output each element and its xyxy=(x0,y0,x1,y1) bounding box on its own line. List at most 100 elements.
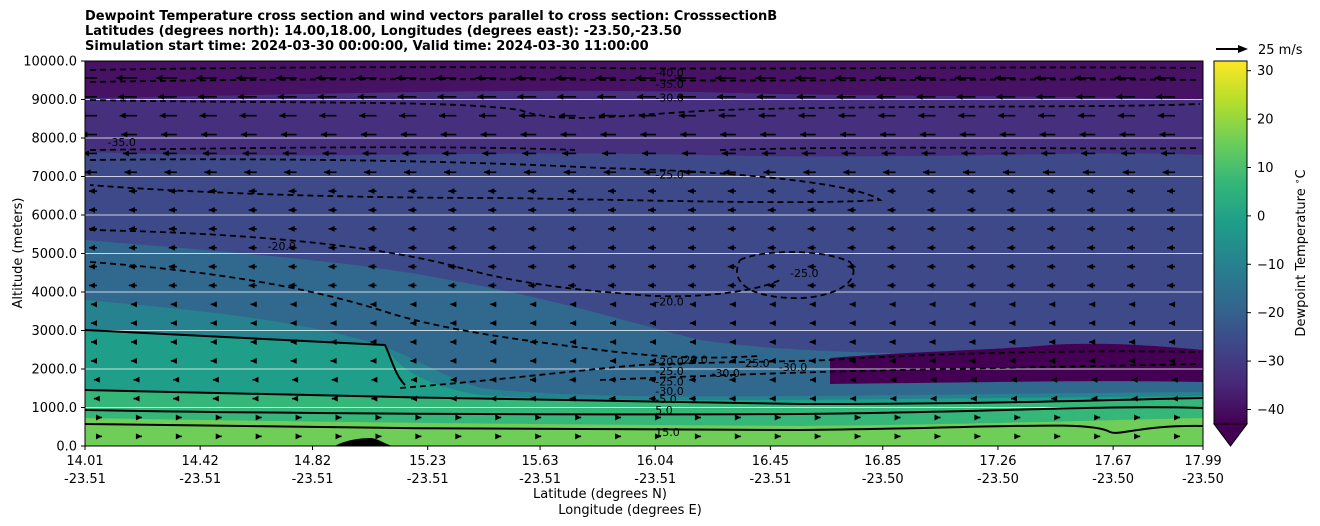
wind-arrowhead xyxy=(490,376,497,383)
wind-arrowhead xyxy=(1094,433,1101,440)
wind-arrowhead xyxy=(1087,225,1094,232)
wind-arrowhead xyxy=(215,433,222,440)
wind-arrowhead xyxy=(522,150,529,157)
wind-arrowhead xyxy=(769,320,776,327)
wind-arrowhead xyxy=(118,93,125,100)
wind-arrowhead xyxy=(455,414,462,421)
wind-arrowhead xyxy=(889,301,896,308)
x-tick-label-lat: 16.04 xyxy=(637,454,674,469)
wind-arrowhead xyxy=(255,433,262,440)
wind-arrowhead xyxy=(887,263,894,270)
wind-arrowhead xyxy=(355,74,362,81)
y-tick-label: 9000.0 xyxy=(32,93,78,108)
wind-arrowhead xyxy=(116,74,123,81)
wind-arrowhead xyxy=(570,301,577,308)
wind-arrowhead xyxy=(173,376,180,383)
wind-arrowhead xyxy=(488,282,495,289)
wind-arrowhead xyxy=(1129,301,1136,308)
wind-arrowhead xyxy=(956,93,963,100)
wind-arrowhead xyxy=(122,150,129,157)
wind-arrowhead xyxy=(1122,169,1129,176)
wind-arrowhead xyxy=(130,357,137,364)
wind-arrowhead xyxy=(448,244,455,251)
wind-arrowhead xyxy=(887,206,894,213)
wind-arrowhead xyxy=(290,339,297,346)
wind-arrowhead xyxy=(368,206,375,213)
wind-arrowhead xyxy=(288,263,295,270)
wind-arrowhead xyxy=(360,131,367,138)
colorbar-tick-label: −20 xyxy=(1257,306,1284,321)
contour-line xyxy=(85,406,1203,416)
wind-arrowhead xyxy=(727,263,734,270)
wind-arrowhead xyxy=(1051,376,1058,383)
contour-label: -25.0 xyxy=(790,267,818,280)
wind-arrowhead xyxy=(687,263,694,270)
colorbar-tick-label: −30 xyxy=(1257,355,1284,370)
wind-arrowhead xyxy=(357,93,364,100)
wind-arrowhead xyxy=(215,414,222,421)
wind-arrowhead xyxy=(758,112,765,119)
wind-arrowhead xyxy=(128,282,135,289)
wind-arrowhead xyxy=(170,320,177,327)
wind-arrowhead xyxy=(1009,339,1016,346)
wind-arrowhead xyxy=(807,225,814,232)
wind-arrowhead xyxy=(250,301,257,308)
wind-arrowhead xyxy=(162,150,169,157)
wind-arrowhead xyxy=(1007,282,1014,289)
wind-arrowhead xyxy=(598,112,605,119)
wind-arrowhead xyxy=(647,263,654,270)
wind-arrowhead xyxy=(608,225,615,232)
wind-arrowhead xyxy=(135,433,142,440)
wind-arrowhead xyxy=(276,74,283,81)
wind-arrowhead xyxy=(330,301,337,308)
wind-arrowhead xyxy=(683,169,690,176)
wind-arrowhead xyxy=(597,93,604,100)
wind-arrowhead xyxy=(1089,339,1096,346)
wind-arrowhead xyxy=(1009,301,1016,308)
wind-arrowhead xyxy=(477,93,484,100)
wind-arrowhead xyxy=(927,244,934,251)
y-tick-label: 6000.0 xyxy=(32,209,78,224)
wind-arrowhead xyxy=(530,301,537,308)
y-tick-label: 4000.0 xyxy=(32,286,78,301)
wind-arrowhead xyxy=(322,150,329,157)
wind-arrowhead xyxy=(1049,357,1056,364)
contour-label: 15.0 xyxy=(655,426,680,439)
quiver-key: 25 m/s xyxy=(1216,43,1303,58)
wind-arrowhead xyxy=(887,244,894,251)
wind-arrowhead xyxy=(359,112,366,119)
wind-arrowhead xyxy=(970,376,977,383)
wind-arrowhead xyxy=(135,414,142,421)
wind-arrowhead xyxy=(241,131,248,138)
wind-arrowhead xyxy=(569,395,576,402)
wind-arrowhead xyxy=(368,263,375,270)
wind-arrowhead xyxy=(640,131,647,138)
contour-line xyxy=(85,389,1203,406)
wind-arrowhead xyxy=(887,282,894,289)
wind-arrowhead xyxy=(130,320,137,327)
contour-line xyxy=(85,329,406,386)
wind-arrowhead xyxy=(202,150,209,157)
wind-arrowhead xyxy=(769,301,776,308)
gridlines xyxy=(85,99,1203,408)
wind-arrowhead xyxy=(809,395,816,402)
contour-label: -30.0 xyxy=(711,367,739,380)
wind-arrowhead xyxy=(1047,225,1054,232)
wind-arrowhead xyxy=(395,74,402,81)
wind-arrowhead xyxy=(689,320,696,327)
wind-arrowhead xyxy=(1079,131,1086,138)
wind-arrowhead xyxy=(364,169,371,176)
wind-arrowhead xyxy=(368,225,375,232)
wind-vectors xyxy=(85,74,1181,440)
wind-arrowhead xyxy=(375,433,382,440)
wind-arrowhead xyxy=(517,93,524,100)
title-line-3: Simulation start time: 2024-03-30 00:00:… xyxy=(85,39,649,54)
contour-label: -35.0 xyxy=(655,78,683,91)
wind-arrowhead xyxy=(331,376,338,383)
wind-arrowhead xyxy=(767,188,774,195)
wind-arrowhead xyxy=(208,282,215,289)
wind-arrowhead xyxy=(250,320,257,327)
wind-arrowhead xyxy=(93,395,100,402)
wind-arrowhead xyxy=(328,244,335,251)
colorbar-tick-label: −10 xyxy=(1257,258,1284,273)
